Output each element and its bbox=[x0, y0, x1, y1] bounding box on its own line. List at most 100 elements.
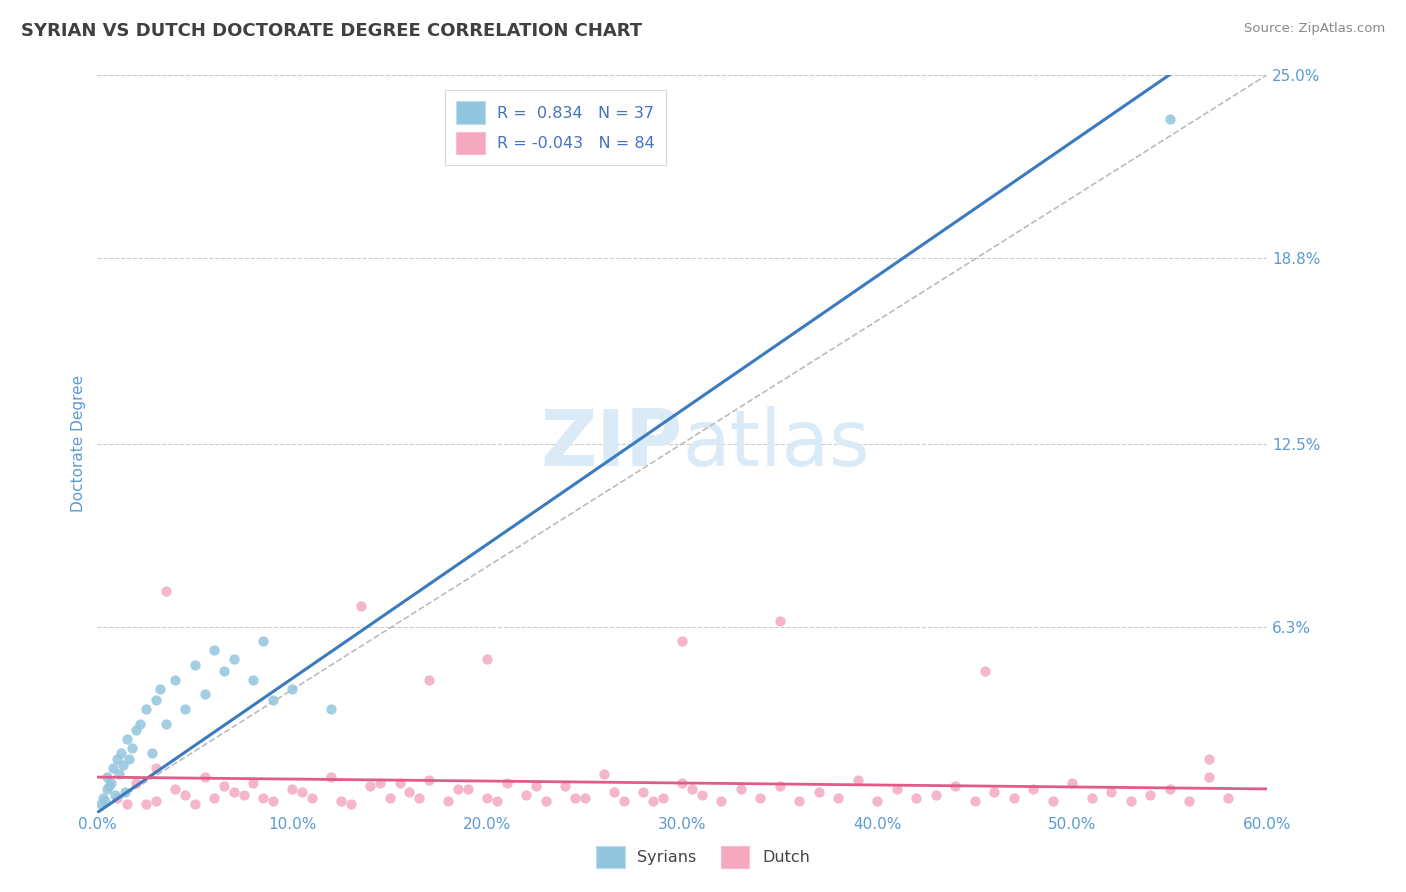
Point bbox=[418, 673, 440, 687]
Point bbox=[94, 794, 117, 808]
Point bbox=[145, 693, 167, 707]
Point bbox=[945, 779, 967, 793]
Point bbox=[174, 702, 197, 716]
Point bbox=[388, 776, 411, 790]
Point bbox=[1159, 781, 1181, 796]
Point bbox=[886, 781, 908, 796]
Point bbox=[457, 781, 479, 796]
Point bbox=[603, 785, 626, 799]
Point bbox=[98, 779, 121, 793]
Point bbox=[1198, 770, 1220, 784]
Point bbox=[437, 794, 460, 808]
Point bbox=[96, 781, 118, 796]
Point bbox=[111, 758, 134, 772]
Point bbox=[866, 794, 889, 808]
Point bbox=[447, 781, 470, 796]
Point bbox=[846, 773, 869, 788]
Point bbox=[905, 790, 928, 805]
Point bbox=[212, 664, 235, 678]
Point bbox=[321, 770, 343, 784]
Point bbox=[613, 794, 636, 808]
Point bbox=[368, 776, 391, 790]
Point bbox=[1159, 112, 1181, 126]
Point bbox=[643, 794, 665, 808]
Point bbox=[115, 797, 138, 811]
Point bbox=[301, 790, 323, 805]
Point bbox=[925, 788, 948, 802]
Point bbox=[125, 723, 148, 737]
Point bbox=[242, 776, 264, 790]
Point bbox=[222, 785, 245, 799]
Point bbox=[145, 761, 167, 775]
Point bbox=[155, 584, 177, 599]
Text: SYRIAN VS DUTCH DOCTORATE DEGREE CORRELATION CHART: SYRIAN VS DUTCH DOCTORATE DEGREE CORRELA… bbox=[21, 22, 643, 40]
Point bbox=[477, 790, 499, 805]
Point bbox=[135, 797, 157, 811]
Y-axis label: Doctorate Degree: Doctorate Degree bbox=[72, 375, 86, 512]
Point bbox=[1081, 790, 1104, 805]
Legend: Syrians, Dutch: Syrians, Dutch bbox=[585, 835, 821, 880]
Point bbox=[262, 794, 284, 808]
Point bbox=[105, 790, 128, 805]
Text: ZIP: ZIP bbox=[540, 406, 682, 482]
Point bbox=[827, 790, 849, 805]
Point bbox=[96, 770, 118, 784]
Point bbox=[222, 652, 245, 666]
Point bbox=[107, 767, 129, 781]
Point bbox=[378, 790, 401, 805]
Point bbox=[135, 702, 157, 716]
Point bbox=[564, 790, 586, 805]
Point bbox=[1218, 790, 1240, 805]
Point bbox=[486, 794, 509, 808]
Point bbox=[115, 731, 138, 746]
Point bbox=[593, 767, 616, 781]
Text: Source: ZipAtlas.com: Source: ZipAtlas.com bbox=[1244, 22, 1385, 36]
Point bbox=[101, 761, 124, 775]
Text: atlas: atlas bbox=[682, 406, 870, 482]
Point bbox=[574, 790, 596, 805]
Point bbox=[141, 747, 163, 761]
Point bbox=[534, 794, 557, 808]
Point bbox=[125, 776, 148, 790]
Point bbox=[1198, 752, 1220, 766]
Point bbox=[710, 794, 733, 808]
Point bbox=[1101, 785, 1123, 799]
Point bbox=[973, 664, 995, 678]
Point bbox=[681, 781, 703, 796]
Point bbox=[212, 779, 235, 793]
Point bbox=[149, 681, 172, 696]
Point bbox=[242, 673, 264, 687]
Point bbox=[633, 785, 655, 799]
Point bbox=[1002, 790, 1025, 805]
Point bbox=[100, 776, 122, 790]
Point bbox=[651, 790, 673, 805]
Point bbox=[105, 752, 128, 766]
Point bbox=[671, 634, 693, 648]
Point bbox=[194, 688, 217, 702]
Point bbox=[281, 681, 304, 696]
Point bbox=[155, 717, 177, 731]
Point bbox=[769, 614, 792, 628]
Point bbox=[807, 785, 830, 799]
Point bbox=[91, 790, 114, 805]
Point bbox=[321, 702, 343, 716]
Point bbox=[554, 779, 576, 793]
Point bbox=[110, 747, 132, 761]
Legend: R =  0.834   N = 37, R = -0.043   N = 84: R = 0.834 N = 37, R = -0.043 N = 84 bbox=[444, 90, 666, 165]
Point bbox=[145, 794, 167, 808]
Point bbox=[408, 790, 430, 805]
Point bbox=[671, 776, 693, 790]
Point bbox=[1119, 794, 1142, 808]
Point bbox=[1062, 776, 1084, 790]
Point bbox=[165, 781, 187, 796]
Point bbox=[330, 794, 353, 808]
Point bbox=[184, 797, 207, 811]
Point bbox=[262, 693, 284, 707]
Point bbox=[117, 752, 139, 766]
Point bbox=[90, 797, 112, 811]
Point bbox=[418, 773, 440, 788]
Point bbox=[524, 779, 547, 793]
Point bbox=[121, 740, 143, 755]
Point bbox=[129, 717, 152, 731]
Point bbox=[252, 790, 274, 805]
